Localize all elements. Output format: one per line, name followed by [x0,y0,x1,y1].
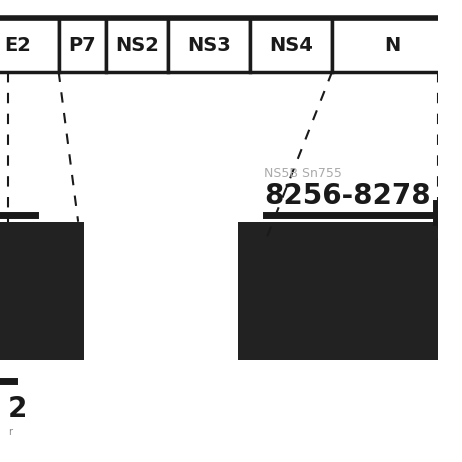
Bar [168,18,250,72]
Text: 8256-8278: 8256-8278 [264,182,431,210]
Bar [59,18,105,72]
Text: NS3: NS3 [187,36,231,55]
Text: E2: E2 [4,36,31,55]
Text: r: r [8,427,12,437]
Bar [238,222,442,360]
Bar [0,222,84,360]
Text: NS4: NS4 [269,36,313,55]
Text: NS2: NS2 [115,36,159,55]
Bar [332,18,453,72]
Bar [0,18,59,72]
Text: 2: 2 [8,395,27,423]
Text: P7: P7 [68,36,96,55]
Text: N: N [384,36,401,55]
Text: NS5B Sn755: NS5B Sn755 [264,167,341,180]
Bar [250,18,332,72]
Bar [105,18,168,72]
